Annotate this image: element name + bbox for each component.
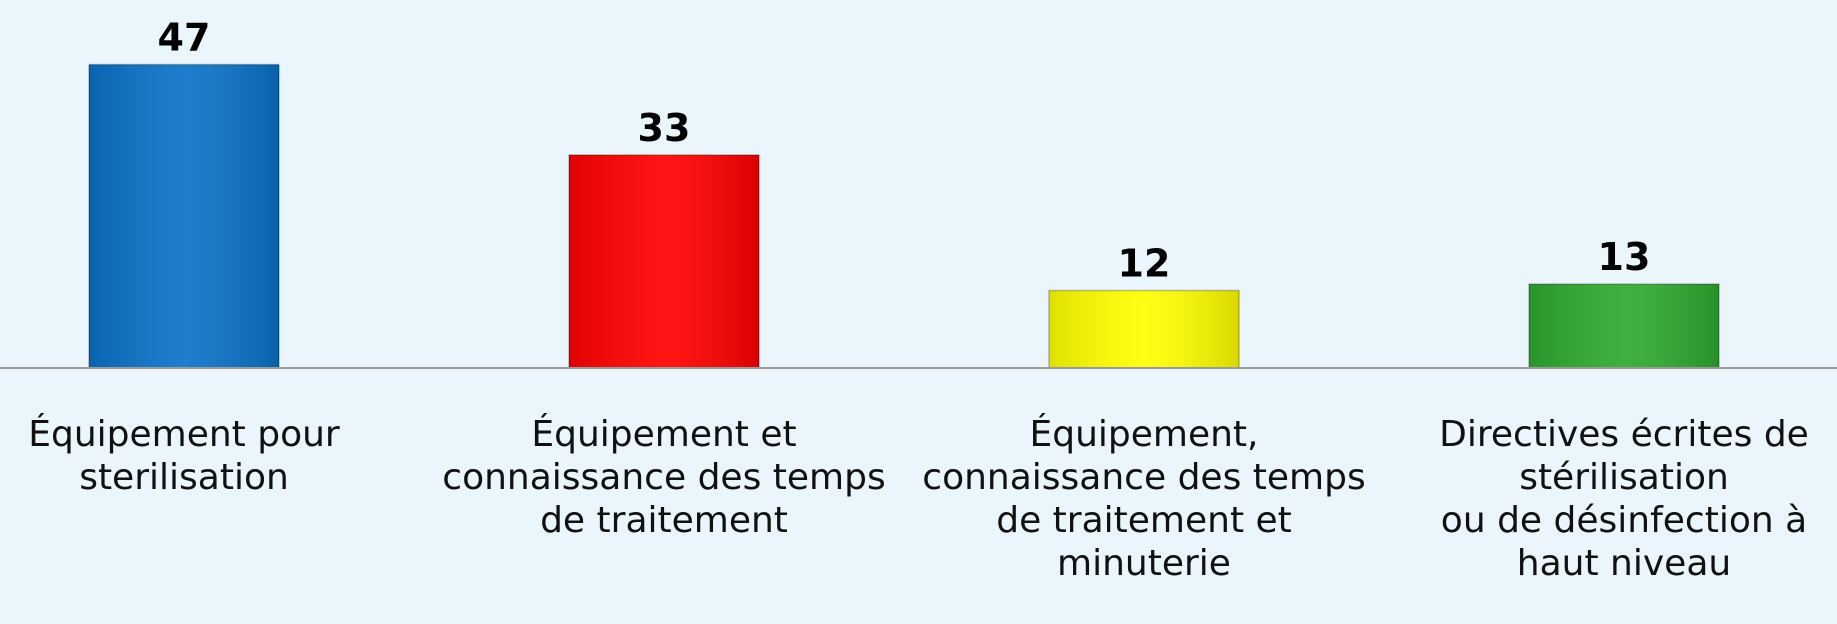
category-label: Équipement pour [28, 413, 340, 455]
category-label: haut niveau [1517, 543, 1731, 584]
category-label: Équipement, [1029, 413, 1258, 455]
category-label: Directives écrites de [1439, 414, 1809, 455]
category-label: de traitement [540, 500, 788, 541]
value-label: 12 [1118, 242, 1171, 286]
bar [1528, 283, 1720, 369]
value-label: 47 [158, 16, 211, 60]
category-label: sterilisation [79, 457, 289, 498]
bar [88, 63, 280, 369]
bar [1048, 289, 1240, 369]
category-label: connaissance des temps [922, 457, 1365, 498]
category-label: minuterie [1057, 543, 1231, 584]
bar [568, 154, 760, 369]
category-label: Équipement et [531, 413, 796, 455]
category-label: ou de désinfection à [1441, 500, 1807, 541]
value-label: 33 [638, 106, 691, 150]
value-label: 13 [1598, 235, 1651, 279]
category-label: connaissance des temps [442, 457, 885, 498]
category-label: stérilisation [1519, 457, 1729, 498]
category-label: de traitement et [996, 500, 1292, 541]
